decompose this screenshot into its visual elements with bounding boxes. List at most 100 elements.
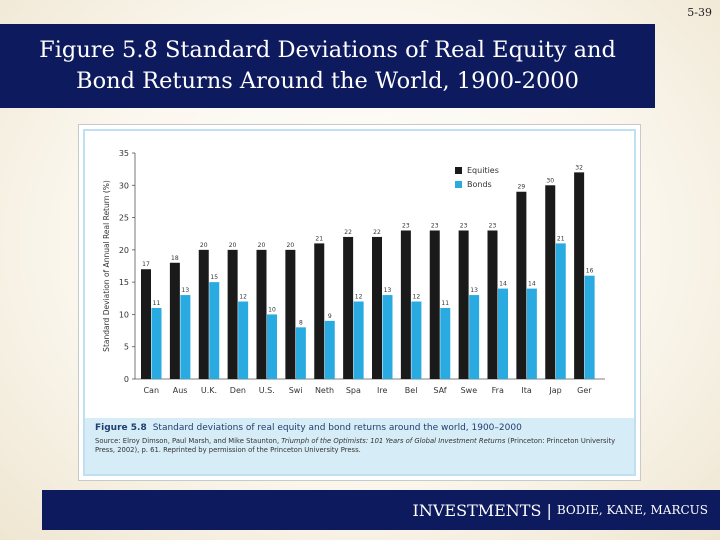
data-label: 17: [142, 261, 150, 268]
x-tick-label: U.K.: [201, 386, 217, 395]
bar-bonds-ita: [526, 288, 537, 379]
footer-authors: BODIE, KANE, MARCUS: [556, 503, 708, 517]
y-tick-label: 10: [119, 310, 129, 319]
figure-frame: 0 5 10 15 20 25 30 35 Standard Deviation of Annu…: [78, 124, 641, 481]
data-label: 20: [200, 242, 208, 249]
data-label: 20: [287, 242, 295, 249]
y-tick-label: 5: [124, 343, 129, 352]
bar-equities-swe: [458, 230, 469, 379]
data-label: 23: [489, 222, 497, 229]
y-tick-label: 30: [119, 181, 129, 190]
bar-equities-us: [256, 249, 267, 379]
x-tick-label: Bel: [405, 386, 418, 395]
bar-equities-aus: [169, 262, 180, 379]
caption-title: Figure 5.8 Standard deviations of real eq…: [95, 423, 624, 433]
bar-equities-uk: [198, 249, 209, 379]
bar-bonds-uk: [209, 282, 220, 379]
data-label: 21: [557, 235, 565, 242]
bar-chart: 0 5 10 15 20 25 30 35 Standard Deviation of Annu…: [102, 149, 605, 395]
x-tick-label: Can: [143, 386, 159, 395]
y-tick-label: 0: [124, 375, 129, 384]
caption-label: Figure 5.8: [95, 423, 147, 433]
bar-equities-neth: [314, 243, 325, 379]
footer-separator: |: [546, 500, 552, 520]
slide-title-box: Figure 5.8 Standard Deviations of Real E…: [0, 24, 655, 108]
data-label: 32: [575, 164, 583, 171]
figure-inner: 0 5 10 15 20 25 30 35 Standard Deviation of Annu…: [83, 129, 636, 476]
x-tick-label: Jap: [548, 386, 561, 395]
data-label: 11: [441, 300, 449, 307]
caption-source-prefix: Source: Elroy Dimson, Paul Marsh, and Mi…: [95, 437, 282, 445]
bar-bonds-spa: [353, 301, 364, 379]
y-axis-label: Standard Deviation of Annual Real Return…: [102, 180, 111, 352]
data-label: 11: [153, 300, 161, 307]
data-label: 21: [315, 235, 323, 242]
data-label: 10: [268, 306, 276, 313]
data-label: 23: [460, 222, 468, 229]
data-label: 12: [413, 294, 421, 301]
bar-equities-saf: [429, 230, 440, 379]
figure-caption: Figure 5.8 Standard deviations of real eq…: [85, 418, 634, 474]
bar-bonds-swi: [295, 327, 306, 379]
bar-equities-jap: [545, 185, 556, 379]
data-label: 23: [402, 222, 410, 229]
data-label: 9: [328, 313, 332, 320]
bar-bonds-can: [151, 307, 162, 379]
y-tick-label: 25: [119, 214, 129, 223]
data-label: 13: [470, 287, 478, 294]
data-label: 20: [258, 242, 266, 249]
bar-bonds-fra: [498, 288, 508, 379]
bar-equities-fra: [487, 230, 498, 379]
x-tick-label: Swi: [289, 386, 303, 395]
y-tick-label: 20: [119, 246, 129, 255]
bar-equities-den: [227, 249, 238, 379]
data-label: 8: [299, 319, 303, 326]
bar-equities-ire: [372, 236, 382, 379]
bar-bonds-ger: [584, 275, 595, 379]
x-tick-label: U.S.: [259, 386, 275, 395]
bar-equities-ita: [516, 191, 527, 379]
data-label: 20: [229, 242, 237, 249]
bar-bonds-jap: [555, 243, 566, 379]
data-label: 12: [239, 294, 247, 301]
bar-equities-spa: [343, 236, 354, 379]
bar-bonds-us: [267, 314, 277, 379]
data-label: 22: [373, 229, 381, 236]
data-label: 14: [499, 281, 507, 288]
x-tick-label: Fra: [492, 386, 504, 395]
data-label: 15: [210, 274, 218, 281]
bar-equities-bel: [400, 230, 411, 379]
bar-bonds-swe: [469, 295, 480, 379]
x-tick-label: SAf: [433, 386, 446, 395]
legend-swatch-equities: [455, 167, 462, 174]
x-tick-label: Den: [230, 386, 246, 395]
data-label: 22: [344, 229, 352, 236]
footer-title: INVESTMENTS: [412, 500, 542, 520]
bar-equities-can: [141, 269, 151, 379]
page-number: 5-39: [687, 6, 712, 19]
x-tick-label: Ire: [377, 386, 387, 395]
bar-bonds-neth: [324, 320, 335, 379]
x-tick-label: Ita: [521, 386, 531, 395]
footer-bar: INVESTMENTS | BODIE, KANE, MARCUS: [42, 490, 720, 530]
x-tick-label: Ger: [577, 386, 592, 395]
x-tick-label: Aus: [173, 386, 188, 395]
bar-bonds-aus: [180, 295, 191, 379]
data-label: 14: [528, 281, 536, 288]
bar-bonds-bel: [411, 301, 422, 379]
legend-label-bonds: Bonds: [467, 180, 492, 189]
slide-title: Figure 5.8 Standard Deviations of Real E…: [39, 37, 616, 94]
caption-source-suffix: (Princeton: Princeton University Press, …: [95, 437, 616, 454]
bar-equities-swi: [285, 249, 296, 379]
caption-text: Standard deviations of real equity and b…: [152, 423, 522, 433]
data-label: 16: [586, 268, 594, 275]
x-tick-label: Neth: [315, 386, 334, 395]
bar-equities-ger: [574, 172, 585, 379]
data-label: 13: [384, 287, 392, 294]
data-label: 30: [546, 177, 554, 184]
y-tick-label: 35: [119, 149, 129, 158]
data-label: 18: [171, 255, 179, 262]
data-label: 23: [431, 222, 439, 229]
bar-bonds-ire: [382, 295, 393, 379]
bar-bonds-den: [238, 301, 249, 379]
